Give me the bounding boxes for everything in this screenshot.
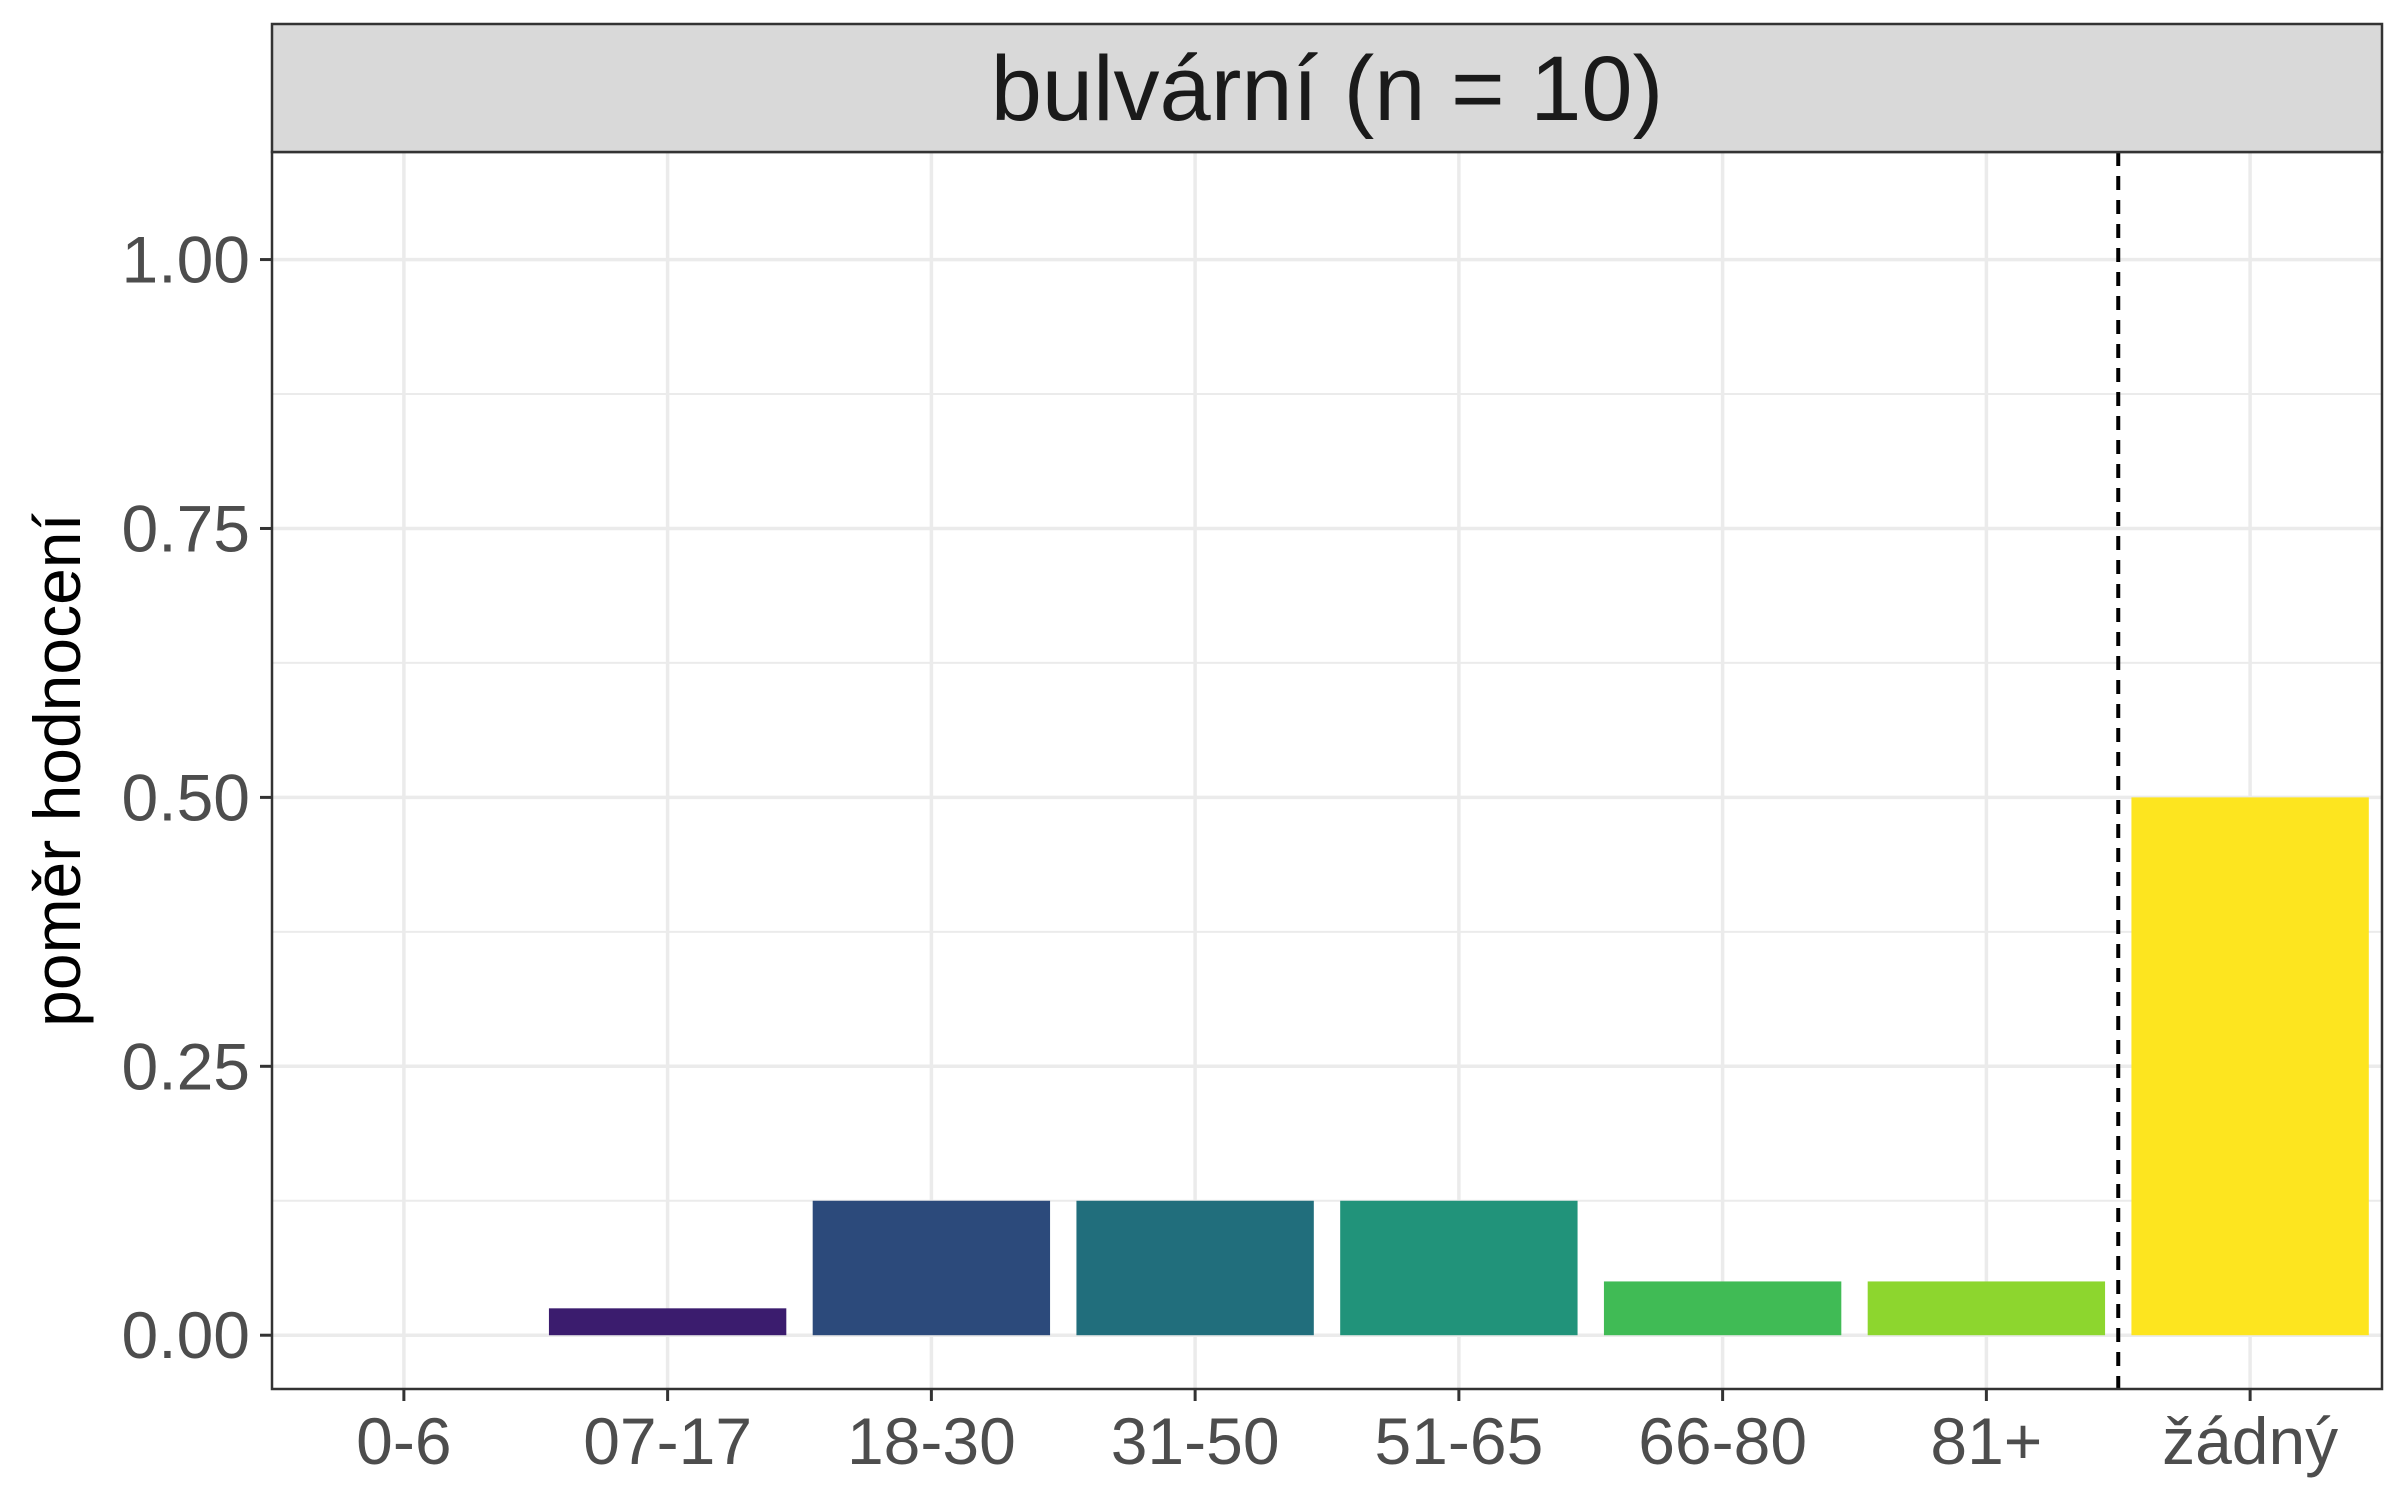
y-axis-title: poměr hodnocení — [20, 512, 94, 1026]
facet-title: bulvární (n = 10) — [991, 38, 1663, 140]
x-tick-label: 66-80 — [1638, 1404, 1807, 1478]
y-tick-label: 0.00 — [122, 1298, 250, 1372]
grid-lines — [272, 152, 2382, 1389]
facet-strip — [270, 22, 2384, 154]
x-tick-label: 31-50 — [1111, 1404, 1280, 1478]
bar-žádný — [2131, 797, 2369, 1336]
bar-18-30 — [812, 1200, 1051, 1336]
x-tick-label: 07-17 — [583, 1404, 752, 1478]
bar-81+ — [1867, 1281, 2106, 1336]
y-tick-label: 0.25 — [122, 1029, 250, 1103]
x-tick-label: 51-65 — [1374, 1404, 1543, 1478]
y-axis: 0.00 0.25 0.50 0.75 1.00 — [122, 223, 272, 1372]
panel-background — [272, 152, 2382, 1389]
bar-07-17 — [548, 1308, 787, 1336]
bars — [548, 797, 2369, 1336]
x-tick-label: 18-30 — [847, 1404, 1016, 1478]
x-tick-label: žádný — [2162, 1404, 2338, 1478]
y-tick-label: 0.75 — [122, 491, 250, 565]
bar-31-50 — [1076, 1200, 1314, 1336]
x-axis: 0-6 07-17 18-30 31-50 51-65 66-80 81+ žádný — [356, 1389, 2338, 1478]
bar-51-65 — [1340, 1200, 1578, 1336]
y-tick-label: 0.50 — [122, 760, 250, 834]
x-tick-label: 81+ — [1930, 1404, 2042, 1478]
bar-66-80 — [1603, 1281, 1842, 1336]
x-tick-label: 0-6 — [356, 1404, 451, 1478]
y-tick-label: 1.00 — [122, 223, 250, 297]
